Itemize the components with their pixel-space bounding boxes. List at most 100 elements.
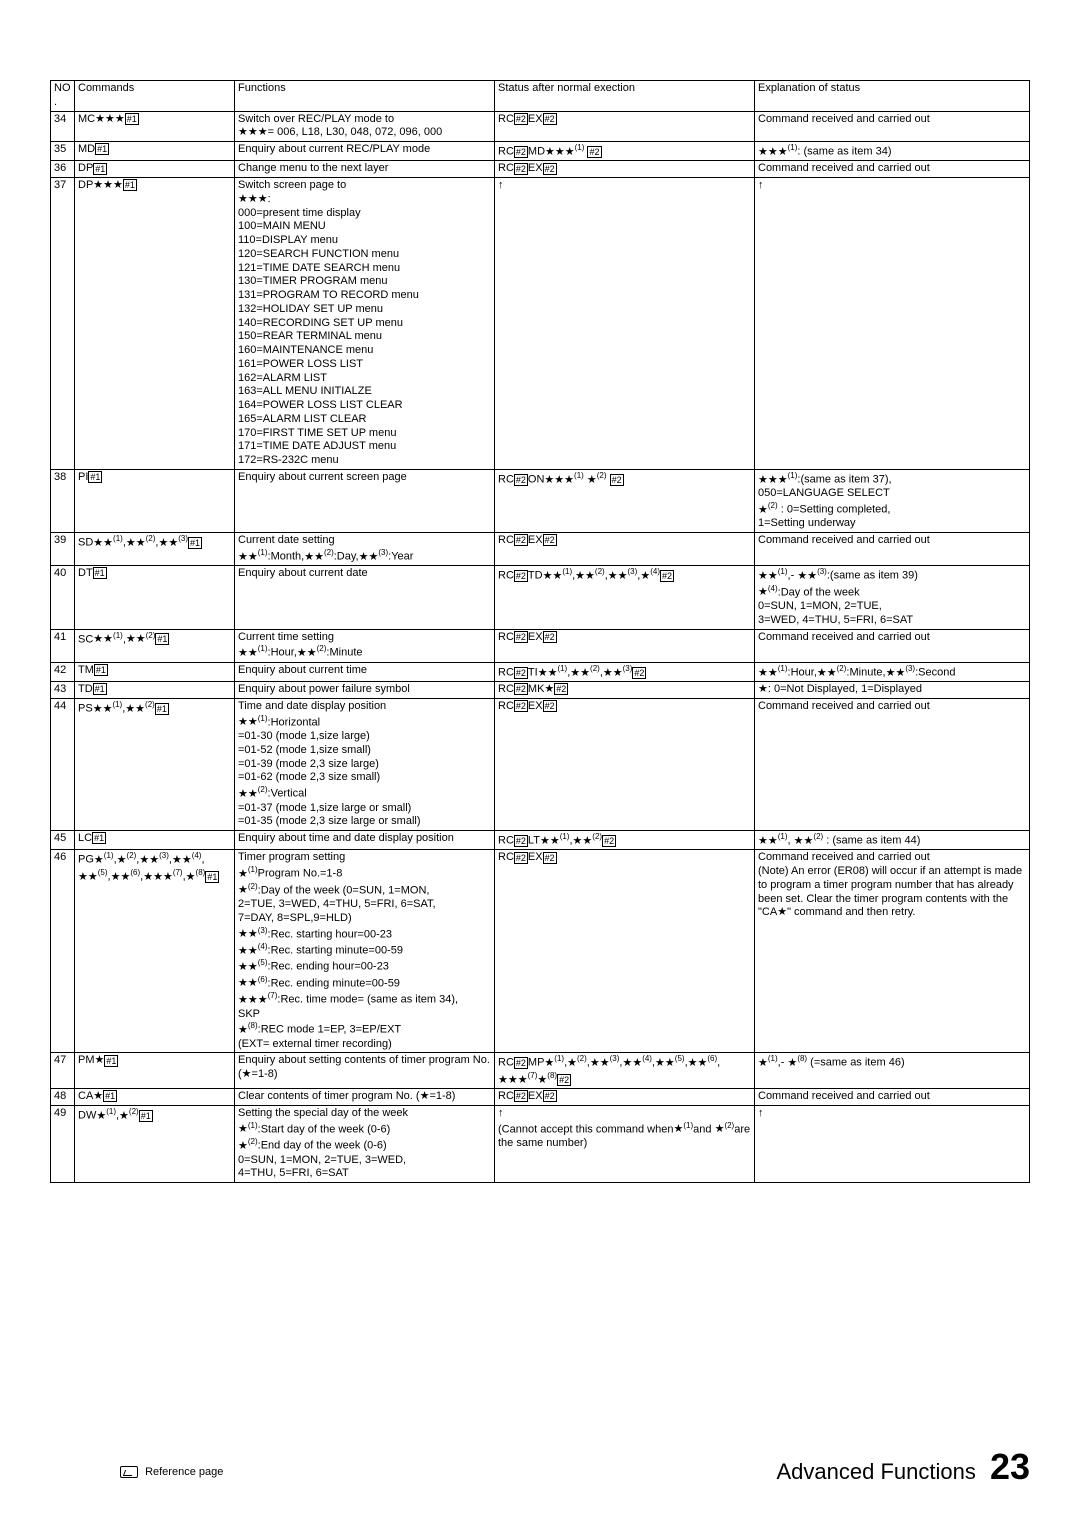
reference-icon	[120, 1466, 138, 1478]
cell-ex: (1), (2) : (same as item 44)	[755, 831, 1030, 850]
cell-ex: Command received and carried out(Note) A…	[755, 850, 1030, 1053]
cell-cmd: MD#1	[75, 142, 235, 161]
cell-cmd: PS(1),(2)#1	[75, 699, 235, 831]
header-explanation: Explanation of status	[755, 81, 1030, 112]
cell-ex: ↑	[755, 178, 1030, 470]
header-commands: Commands	[75, 81, 235, 112]
table-row: 40DT#1Enquiry about current dateRC#2TD(1…	[51, 566, 1030, 629]
cell-fn: Setting the special day of the week(1):S…	[235, 1106, 495, 1183]
cell-st: RC#2EX#2	[495, 850, 755, 1053]
cell-fn: Enquiry about current REC/PLAY mode	[235, 142, 495, 161]
cell-ex: : 0=Not Displayed, 1=Displayed	[755, 682, 1030, 699]
table-row: 44PS(1),(2)#1Time and date display posit…	[51, 699, 1030, 831]
cell-cmd: PG(1),(2),(3),(4),(5),(6),(7),(8)#1	[75, 850, 235, 1053]
table-row: 39SD(1),(2),(3)#1Current date setting(1)…	[51, 533, 1030, 566]
cell-fn: Current date setting(1):Month,(2):Day,(3…	[235, 533, 495, 566]
cell-st: ↑	[495, 178, 755, 470]
cell-no: 36	[51, 161, 75, 178]
cell-fn: Change menu to the next layer	[235, 161, 495, 178]
cell-ex: (1):(same as item 37),050=LANGUAGE SELEC…	[755, 469, 1030, 532]
table-row: 34MC#1Switch over REC/PLAY mode to= 006,…	[51, 111, 1030, 142]
cell-cmd: MC#1	[75, 111, 235, 142]
table-row: 42TM#1Enquiry about current timeRC#2TI(1…	[51, 662, 1030, 681]
cell-st: RC#2EX#2	[495, 699, 755, 831]
cell-no: 47	[51, 1053, 75, 1089]
header-functions: Functions	[235, 81, 495, 112]
cell-st: RC#2EX#2	[495, 629, 755, 662]
reference-page-note: Reference page	[120, 1466, 223, 1478]
cell-ex: Command received and carried out	[755, 161, 1030, 178]
cell-no: 43	[51, 682, 75, 699]
cell-fn: Enquiry about power failure symbol	[235, 682, 495, 699]
cell-no: 34	[51, 111, 75, 142]
cell-ex: (1):Hour,(2):Minute,(3):Second	[755, 662, 1030, 681]
cell-cmd: PM#1	[75, 1053, 235, 1089]
cell-no: 38	[51, 469, 75, 532]
cell-st: RC#2EX#2	[495, 161, 755, 178]
cell-st: RC#2EX#2	[495, 533, 755, 566]
cell-ex: Command received and carried out	[755, 699, 1030, 831]
cell-ex: (1),- (8) (=same as item 46)	[755, 1053, 1030, 1089]
cell-fn: Timer program setting(1)Program No.=1-8(…	[235, 850, 495, 1053]
commands-table: NO. Commands Functions Status after norm…	[50, 80, 1030, 1183]
cell-cmd: TM#1	[75, 662, 235, 681]
cell-fn: Switch over REC/PLAY mode to= 006, L18, …	[235, 111, 495, 142]
cell-st: RC#2LT(1),(2)#2	[495, 831, 755, 850]
table-row: 36DP#1Change menu to the next layerRC#2E…	[51, 161, 1030, 178]
cell-ex: Command received and carried out	[755, 533, 1030, 566]
cell-fn: Enquiry about current time	[235, 662, 495, 681]
cell-ex: (1),- (3):(same as item 39)(4):Day of th…	[755, 566, 1030, 629]
table-row: 46PG(1),(2),(3),(4),(5),(6),(7),(8)#1Tim…	[51, 850, 1030, 1053]
cell-st: RC#2EX#2	[495, 1089, 755, 1106]
cell-fn: Enquiry about setting contents of timer …	[235, 1053, 495, 1089]
cell-no: 37	[51, 178, 75, 470]
section-title: Advanced Functions	[776, 1459, 975, 1484]
cell-no: 35	[51, 142, 75, 161]
cell-fn: Time and date display position(1):Horizo…	[235, 699, 495, 831]
cell-cmd: DP#1	[75, 178, 235, 470]
cell-cmd: DT#1	[75, 566, 235, 629]
cell-st: RC#2MK#2	[495, 682, 755, 699]
cell-no: 45	[51, 831, 75, 850]
cell-st: RC#2ON(1) (2) #2	[495, 469, 755, 532]
cell-st: RC#2EX#2	[495, 111, 755, 142]
cell-st: RC#2MD(1) #2	[495, 142, 755, 161]
cell-st: RC#2TI(1),(2),(3)#2	[495, 662, 755, 681]
cell-no: 48	[51, 1089, 75, 1106]
table-row: 45LC#1Enquiry about time and date displa…	[51, 831, 1030, 850]
cell-cmd: PI#1	[75, 469, 235, 532]
table-row: 49DW(1),(2)#1Setting the special day of …	[51, 1106, 1030, 1183]
table-row: 48CA#1Clear contents of timer program No…	[51, 1089, 1030, 1106]
header-no: NO.	[51, 81, 75, 112]
cell-ex: Command received and carried out	[755, 1089, 1030, 1106]
cell-cmd: CA#1	[75, 1089, 235, 1106]
cell-ex: (1): (same as item 34)	[755, 142, 1030, 161]
cell-no: 42	[51, 662, 75, 681]
table-row: 41SC(1),(2)#1Current time setting(1):Hou…	[51, 629, 1030, 662]
cell-no: 41	[51, 629, 75, 662]
cell-cmd: TD#1	[75, 682, 235, 699]
cell-st: ↑(Cannot accept this command when(1)and …	[495, 1106, 755, 1183]
cell-st: RC#2TD(1),(2),(3),(4)#2	[495, 566, 755, 629]
cell-no: 49	[51, 1106, 75, 1183]
cell-cmd: LC#1	[75, 831, 235, 850]
reference-label: Reference page	[145, 1466, 223, 1478]
cell-no: 44	[51, 699, 75, 831]
cell-cmd: SD(1),(2),(3)#1	[75, 533, 235, 566]
cell-cmd: DW(1),(2)#1	[75, 1106, 235, 1183]
table-row: 37DP#1Switch screen page to:000=present …	[51, 178, 1030, 470]
table-row: 38PI#1Enquiry about current screen pageR…	[51, 469, 1030, 532]
table-row: 43TD#1Enquiry about power failure symbol…	[51, 682, 1030, 699]
cell-fn: Enquiry about current screen page	[235, 469, 495, 532]
cell-ex: Command received and carried out	[755, 111, 1030, 142]
cell-no: 40	[51, 566, 75, 629]
page-number: 23	[990, 1446, 1030, 1487]
cell-fn: Switch screen page to:000=present time d…	[235, 178, 495, 470]
cell-cmd: SC(1),(2)#1	[75, 629, 235, 662]
cell-no: 46	[51, 850, 75, 1053]
cell-fn: Current time setting(1):Hour,(2):Minute	[235, 629, 495, 662]
cell-fn: Enquiry about current date	[235, 566, 495, 629]
table-row: 47PM#1Enquiry about setting contents of …	[51, 1053, 1030, 1089]
cell-ex: Command received and carried out	[755, 629, 1030, 662]
cell-no: 39	[51, 533, 75, 566]
